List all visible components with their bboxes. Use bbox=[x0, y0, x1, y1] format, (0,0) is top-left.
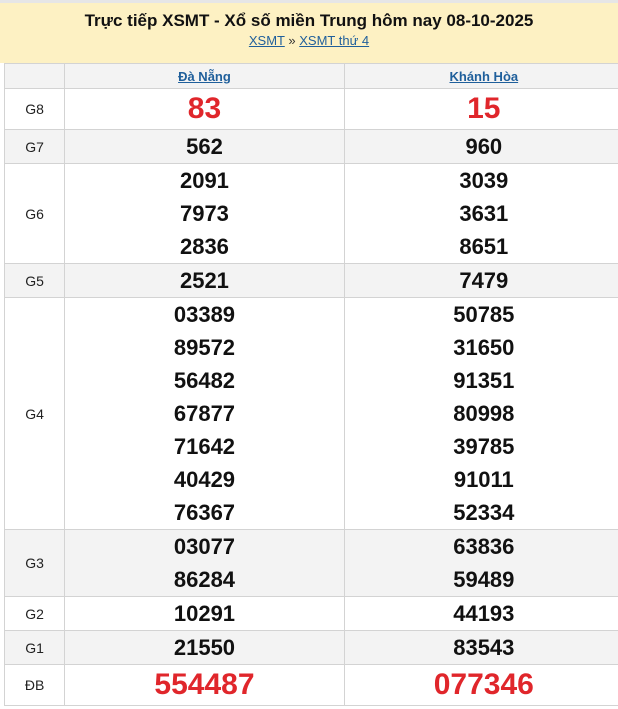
prize-row-g6: G6 2091 7973 2836 3039 3631 8651 bbox=[3, 163, 618, 264]
header-banner: Trực tiếp XSMT - Xổ số miền Trung hôm na… bbox=[0, 3, 618, 63]
prize-row-g5: G5 2521 7479 bbox=[3, 263, 618, 298]
prize-label: G7 bbox=[3, 129, 66, 164]
result-number: 10291 bbox=[173, 601, 236, 626]
result-number: 562 bbox=[186, 134, 223, 159]
result-number: 8651 bbox=[459, 234, 509, 259]
result-number: 89572 bbox=[173, 335, 236, 360]
result-cell: 83543 bbox=[343, 630, 618, 665]
page-title: Trực tiếp XSMT - Xổ số miền Trung hôm na… bbox=[84, 11, 534, 30]
prize-label: ĐB bbox=[3, 664, 66, 706]
result-cell: 44193 bbox=[343, 596, 618, 631]
prize-row-g4: G4 03389 89572 56482 67877 71642 40429 76367 507… bbox=[3, 297, 618, 530]
result-cell: 03077 86284 bbox=[64, 529, 345, 597]
result-cell: 2091 7973 2836 bbox=[64, 163, 345, 264]
prize-label: G2 bbox=[3, 596, 66, 631]
result-cell: 2521 bbox=[64, 263, 345, 298]
breadcrumb: XSMT » XSMT thứ 4 bbox=[0, 32, 618, 50]
prize-row-g7: G7 562 960 bbox=[3, 129, 618, 164]
result-number: 03389 bbox=[173, 302, 236, 327]
result-number: 554487 bbox=[154, 668, 255, 701]
result-number: 50785 bbox=[453, 302, 515, 327]
prize-row-g8: G8 83 15 bbox=[3, 88, 618, 130]
prize-row-g1: G1 21550 83543 bbox=[3, 630, 618, 665]
result-number: 67877 bbox=[173, 401, 236, 426]
result-number: 63836 bbox=[453, 534, 515, 559]
result-cell: 7479 bbox=[343, 263, 618, 298]
result-cell: 3039 3631 8651 bbox=[343, 163, 618, 264]
result-number: 7479 bbox=[459, 268, 509, 293]
result-number: 39785 bbox=[453, 434, 515, 459]
results-table: Đà Nẵng Khánh Hòa G8 83 15 G7 562 960 G6 2091 79… bbox=[3, 63, 618, 706]
result-number: 71642 bbox=[173, 434, 236, 459]
result-number: 077346 bbox=[433, 668, 534, 701]
result-cell: 21550 bbox=[64, 630, 345, 665]
result-cell: 63836 59489 bbox=[343, 529, 618, 597]
result-number: 2521 bbox=[179, 268, 229, 293]
result-number: 76367 bbox=[173, 500, 236, 525]
breadcrumb-separator: » bbox=[288, 33, 296, 48]
result-number: 7973 bbox=[179, 201, 229, 226]
prize-label: G1 bbox=[3, 630, 66, 665]
result-number: 03077 bbox=[173, 534, 236, 559]
result-number: 80998 bbox=[453, 401, 515, 426]
result-cell: 03389 89572 56482 67877 71642 40429 76367 bbox=[64, 297, 345, 530]
result-cell: 83 bbox=[64, 88, 345, 130]
result-number: 86284 bbox=[173, 567, 236, 592]
result-number: 56482 bbox=[173, 368, 236, 393]
result-number: 3039 bbox=[459, 168, 509, 193]
breadcrumb-xsmt[interactable]: XSMT bbox=[248, 33, 285, 48]
prize-label: G8 bbox=[3, 88, 66, 130]
result-cell: 10291 bbox=[64, 596, 345, 631]
result-number: 31650 bbox=[453, 335, 515, 360]
prize-label: G3 bbox=[3, 529, 66, 597]
result-number: 3631 bbox=[459, 201, 509, 226]
result-cell: 554487 bbox=[64, 664, 345, 706]
result-number: 40429 bbox=[173, 467, 236, 492]
prize-row-g3: G3 03077 86284 63836 59489 bbox=[3, 529, 618, 597]
prize-label: G6 bbox=[3, 163, 66, 264]
result-number: 83543 bbox=[453, 635, 515, 660]
breadcrumb-current[interactable]: XSMT thứ 4 bbox=[299, 33, 370, 48]
province-link-da-nang[interactable]: Đà Nẵng bbox=[178, 68, 231, 84]
result-number: 960 bbox=[465, 134, 503, 159]
prize-label: G4 bbox=[3, 297, 66, 530]
result-cell: 562 bbox=[64, 129, 345, 164]
result-number: 91351 bbox=[453, 368, 515, 393]
prize-label: G5 bbox=[3, 263, 66, 298]
result-number: 44193 bbox=[453, 601, 515, 626]
prize-header bbox=[3, 63, 66, 89]
province-header: Đà Nẵng bbox=[64, 63, 345, 89]
province-header: Khánh Hòa bbox=[343, 63, 618, 89]
result-number: 21550 bbox=[173, 635, 236, 660]
result-number: 52334 bbox=[453, 500, 515, 525]
top-strip bbox=[0, 0, 618, 3]
result-number: 83 bbox=[187, 92, 222, 125]
result-number: 91011 bbox=[453, 467, 514, 492]
province-link-khanh-hoa[interactable]: Khánh Hòa bbox=[449, 68, 519, 84]
result-number: 2836 bbox=[179, 234, 229, 259]
prize-row-đb: ĐB 554487 077346 bbox=[3, 664, 618, 706]
result-number: 59489 bbox=[453, 567, 515, 592]
result-cell: 077346 bbox=[343, 664, 618, 706]
result-number: 15 bbox=[467, 92, 501, 125]
result-number: 2091 bbox=[179, 168, 229, 193]
result-cell: 960 bbox=[343, 129, 618, 164]
prize-row-g2: G2 10291 44193 bbox=[3, 596, 618, 631]
result-cell: 50785 31650 91351 80998 39785 91011 52334 bbox=[343, 297, 618, 530]
result-cell: 15 bbox=[343, 88, 618, 130]
